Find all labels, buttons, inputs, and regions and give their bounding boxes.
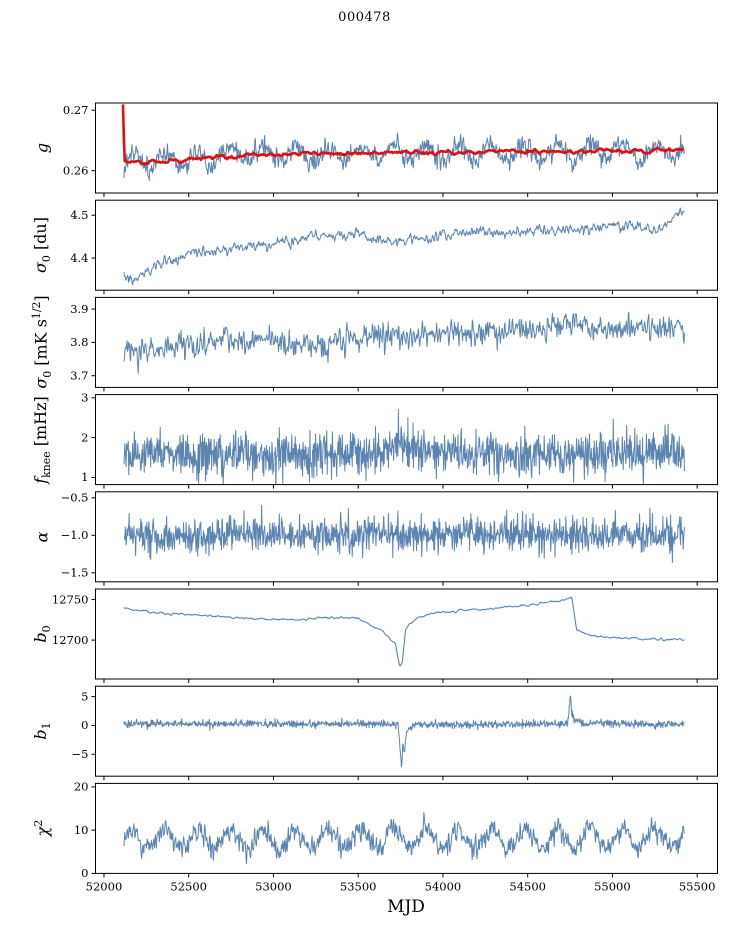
panel-frame	[95, 199, 718, 291]
panel-frame	[95, 394, 718, 486]
y-axis-label-g: g	[32, 142, 52, 154]
x-axis-label: MJD	[387, 897, 425, 918]
y-tick-label: 12750	[52, 592, 89, 606]
y-tick-label: 0.27	[63, 103, 89, 117]
panel-b0: 12700 12750	[52, 588, 718, 683]
y-axis-label-sigma0-mks: σ0 [mK s1/2]	[30, 295, 54, 390]
x-tick-label: 52000	[86, 879, 123, 893]
y-axis-label-chi2: χ2	[31, 820, 53, 837]
figure-title: 000478	[338, 10, 391, 25]
y-tick-label: −1.0	[61, 528, 89, 542]
y-tick-label: −0.5	[61, 491, 89, 505]
panel-frame	[95, 491, 718, 583]
series-line-b1-0	[123, 695, 685, 768]
y-tick-label: 5	[81, 689, 88, 703]
panel-alpha: −1.5 −1.0 −0.5	[61, 491, 718, 586]
x-tick-label: 53500	[340, 879, 377, 893]
x-tick-label: 53000	[255, 879, 292, 893]
y-axis-label-b0: b0	[30, 625, 54, 643]
x-tick-label: 52500	[170, 879, 207, 893]
y-axis-label-b1: b1	[30, 722, 54, 740]
y-tick-label: −5	[72, 747, 89, 761]
panel-b1: −5 0 5	[72, 685, 718, 781]
panel-sigma0-mks: 3.7 3.8 3.9	[70, 296, 718, 392]
panel-g: 0.26 0.27	[63, 102, 718, 197]
y-tick-label: 3.8	[70, 335, 88, 349]
y-axis-label-alpha: α	[32, 531, 52, 543]
y-tick-label: 12700	[52, 633, 89, 647]
series-line-fknee-0	[123, 409, 685, 485]
series-line-sigma0-mks-0	[123, 311, 685, 374]
y-tick-label: 1	[81, 470, 88, 484]
series-line-g-0	[123, 132, 685, 181]
series-line-b0-0	[123, 596, 685, 667]
panel-frame	[95, 588, 718, 680]
y-tick-label: 0	[81, 718, 88, 732]
y-tick-label: 10	[74, 823, 89, 837]
y-axis-label-sigma0-du: σ0 [du]	[30, 217, 54, 274]
series-line-chi2-0	[123, 812, 685, 865]
panel-frame	[95, 102, 718, 194]
x-tick-label: 55500	[679, 879, 716, 893]
x-tick-label: 54500	[509, 879, 546, 893]
y-tick-label: 0	[81, 866, 88, 880]
panel-frame	[95, 782, 718, 874]
panel-sigma0-du: 4.4 4.5	[70, 199, 718, 295]
y-axis-label-fknee: fknee [mHz]	[30, 395, 54, 484]
panel-fknee: 1 2 3	[81, 391, 718, 489]
series-line-g-1	[121, 104, 685, 166]
x-tick-label: 54000	[425, 879, 462, 893]
y-tick-label: −1.5	[61, 566, 89, 580]
series-line-alpha-0	[123, 504, 685, 563]
panel-frame	[95, 685, 718, 777]
series-line-sigma0-du-0	[123, 207, 685, 286]
y-tick-label: 3.7	[70, 369, 88, 383]
panel-chi2: 0 10 20 52000 52500 53000 53500 54000 54500 55000…	[74, 780, 718, 893]
y-tick-label: 2	[81, 430, 88, 444]
y-tick-label: 4.5	[70, 208, 88, 222]
x-tick-label: 55000	[594, 879, 631, 893]
y-tick-label: 4.4	[70, 251, 88, 265]
y-tick-label: 0.26	[63, 163, 89, 177]
y-tick-label: 3.9	[70, 302, 88, 316]
y-tick-label: 20	[74, 780, 89, 794]
y-tick-label: 3	[81, 391, 88, 405]
